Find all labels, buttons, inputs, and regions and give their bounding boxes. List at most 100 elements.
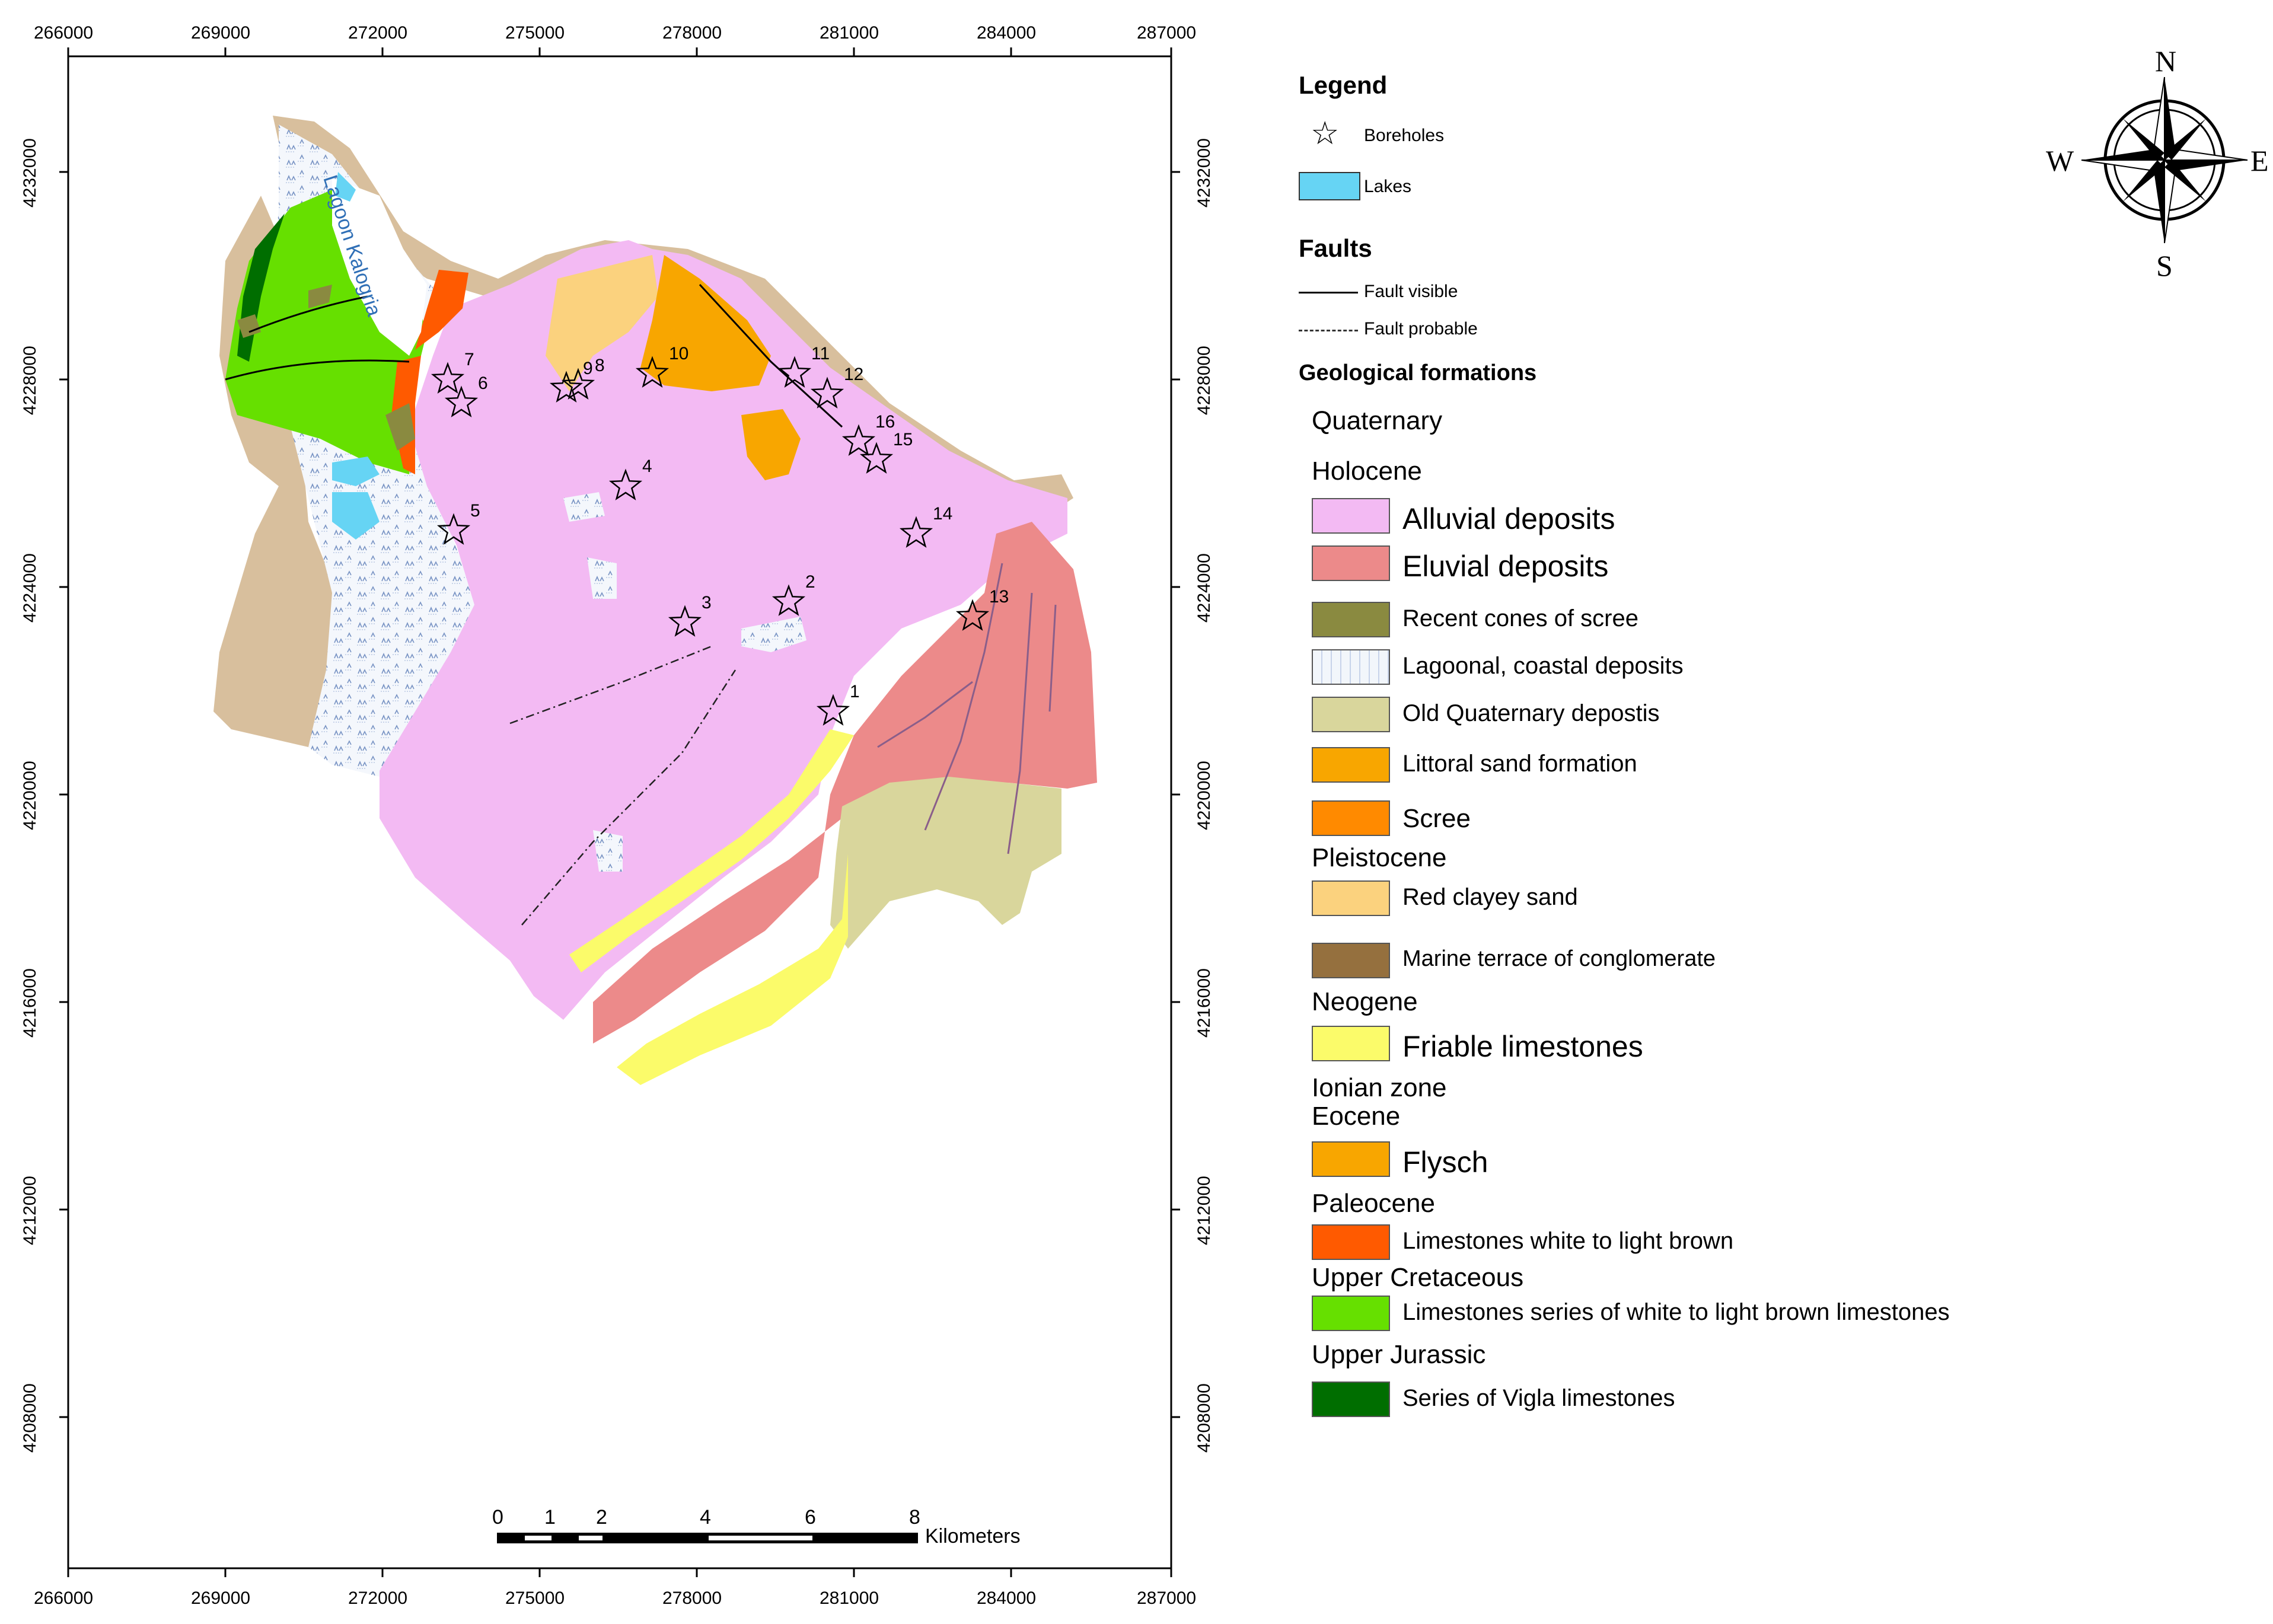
x-tick-label: 278000 <box>662 1588 722 1608</box>
x-tick-label: 266000 <box>34 23 93 43</box>
x-tick-label: 287000 <box>1137 1588 1196 1608</box>
borehole-label: 9 <box>583 359 593 378</box>
x-tick-label: 281000 <box>820 23 879 43</box>
era-pleistocene: Pleistocene <box>1312 843 1447 872</box>
y-tick-label: 4212000 <box>20 1176 40 1245</box>
y-tick-label: 4232000 <box>1194 138 1214 208</box>
era-upper-cretaceous: Upper Cretaceous <box>1312 1263 1524 1292</box>
y-tick-label: 4232000 <box>20 138 40 208</box>
borehole-label: 16 <box>875 412 895 432</box>
scale-unit: Kilometers <box>925 1525 1021 1548</box>
x-tick-label: 284000 <box>977 1588 1036 1608</box>
compass-n: N <box>2155 44 2176 78</box>
borehole-marker <box>810 377 844 409</box>
lagoonal-patch-2 <box>587 557 617 599</box>
y-tick-label: 4212000 <box>1194 1176 1214 1245</box>
fault-probable-2 <box>509 645 712 725</box>
faults-title: Faults <box>1299 234 1372 262</box>
borehole-marker <box>816 694 850 726</box>
borehole-marker <box>955 599 990 631</box>
era-quaternary: Quaternary <box>1312 406 1443 435</box>
scale-label: 6 <box>805 1506 816 1529</box>
legend-cones: Recent cones of scree <box>1402 605 1638 631</box>
fault-probable-swatch <box>1299 330 1358 331</box>
lakes-swatch <box>1299 172 1360 200</box>
y-tick-label: 4208000 <box>20 1383 40 1453</box>
map-frame <box>67 55 1172 1569</box>
drainage-lines <box>877 563 1057 854</box>
y-tick-label: 4208000 <box>1194 1383 1214 1453</box>
borehole-marker <box>561 368 595 400</box>
era-holocene: Holocene <box>1312 457 1422 486</box>
legend-alluvial: Alluvial deposits <box>1402 502 1615 535</box>
borehole-marker <box>436 513 471 545</box>
legend-scree: Scree <box>1402 804 1471 833</box>
legend-fault-visible: Fault visible <box>1364 282 1458 301</box>
swatch-flysch <box>1312 1141 1390 1177</box>
borehole-label: 5 <box>470 501 480 521</box>
legend-friable: Friable limestones <box>1402 1030 1643 1063</box>
compass-s: S <box>2156 249 2173 282</box>
legend-littoral: Littoral sand formation <box>1402 751 1637 777</box>
borehole-marker <box>841 424 876 456</box>
borehole-marker <box>549 371 584 403</box>
borehole-label: 3 <box>702 593 712 612</box>
borehole-label: 6 <box>478 374 488 393</box>
borehole-label: 14 <box>933 504 952 524</box>
lake-3 <box>335 172 356 202</box>
era-neogene: Neogene <box>1312 987 1418 1016</box>
x-tick-label: 281000 <box>820 1588 879 1608</box>
borehole-label: 4 <box>642 457 652 476</box>
eluvial-deposits <box>593 522 1097 1044</box>
borehole-marker <box>859 442 894 474</box>
y-tick-label: 4224000 <box>1194 553 1214 623</box>
scale-label: 4 <box>700 1506 711 1529</box>
y-tick-label: 4216000 <box>20 968 40 1038</box>
era-eocene: Eocene <box>1312 1102 1401 1131</box>
x-tick-label: 269000 <box>191 23 250 43</box>
friable-limestones <box>617 854 848 1085</box>
fault-visible-swatch <box>1299 292 1358 293</box>
littoral-sand-2 <box>741 409 801 480</box>
legend-flysch: Flysch <box>1402 1146 1488 1179</box>
legend-marine: Marine terrace of conglomerate <box>1402 946 1716 971</box>
x-tick-label: 275000 <box>505 23 565 43</box>
x-tick-label: 278000 <box>662 23 722 43</box>
borehole-marker <box>772 584 806 616</box>
fault-visible-2 <box>248 295 368 333</box>
littoral-sand <box>640 255 771 391</box>
borehole-label: 13 <box>989 587 1009 607</box>
scale-label: 8 <box>909 1506 920 1529</box>
borehole-marker <box>431 362 465 394</box>
old-quaternary <box>830 777 1061 949</box>
x-tick-label: 272000 <box>348 1588 407 1608</box>
x-tick-label: 284000 <box>977 23 1036 43</box>
borehole-marker <box>608 468 643 500</box>
swatch-littoral <box>1312 747 1390 783</box>
x-tick-label: 266000 <box>34 1588 93 1608</box>
formations-title: Geological formations <box>1299 360 1537 385</box>
lagoon-white <box>332 178 427 356</box>
borehole-label: 8 <box>595 356 605 375</box>
borehole-label: 15 <box>893 430 913 449</box>
legend-limeseries: Limestones series of white to light brow… <box>1402 1299 1950 1325</box>
legend-boreholes: Boreholes <box>1364 126 1445 145</box>
borehole-label: 7 <box>464 350 474 369</box>
lake-2 <box>332 492 380 540</box>
x-tick-label: 287000 <box>1137 23 1196 43</box>
borehole-label: 12 <box>844 365 863 384</box>
y-tick-label: 4216000 <box>1194 968 1214 1038</box>
era-upper-jurassic: Upper Jurassic <box>1312 1340 1486 1369</box>
borehole-label: 10 <box>669 344 688 363</box>
swatch-alluvial <box>1312 498 1390 534</box>
lagoonal-patch-3 <box>741 617 806 652</box>
borehole-marker <box>668 605 702 637</box>
swatch-redclay <box>1312 880 1390 916</box>
y-tick-label: 4228000 <box>20 346 40 415</box>
scale-label: 0 <box>492 1506 503 1529</box>
compass-rose: N S E W <box>2046 44 2269 282</box>
lagoonal-patch-4 <box>593 830 623 872</box>
borehole-label: 2 <box>805 572 815 592</box>
y-tick-label: 4220000 <box>20 761 40 830</box>
